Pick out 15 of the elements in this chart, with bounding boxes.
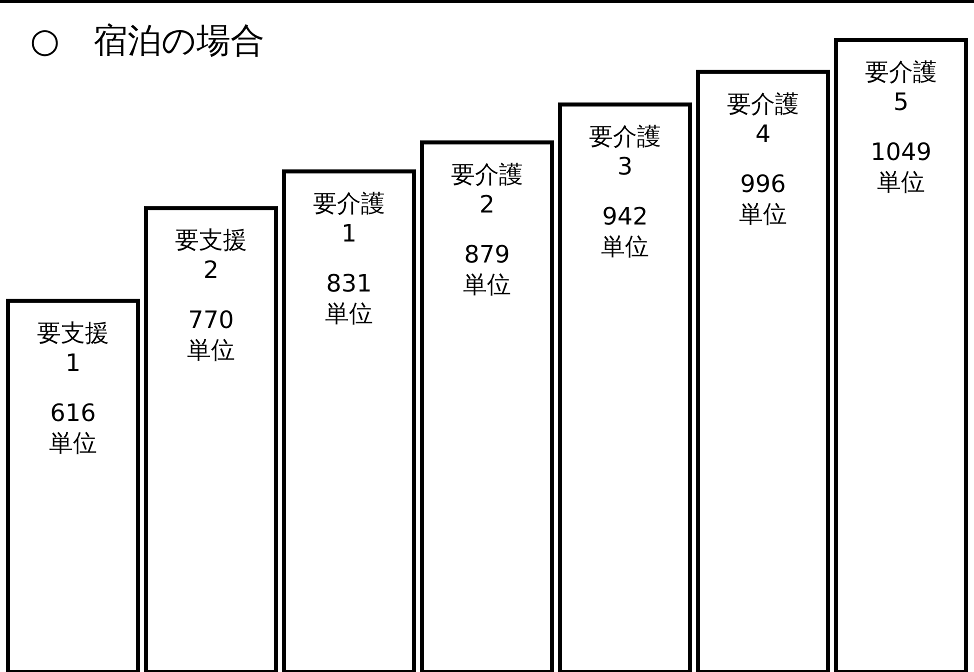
data-label: 942 単位	[601, 202, 649, 260]
chart-title: ○ 宿泊の場合	[30, 20, 265, 63]
x-tick-label: 要介護 5	[865, 58, 937, 116]
x-tick-label: 要介護 3	[589, 122, 661, 180]
x-tick-label: 要支援 1	[37, 318, 109, 377]
x-tick-label: 要介護 4	[727, 90, 799, 148]
data-label: 1049 単位	[870, 138, 932, 196]
data-label: 879 単位	[463, 240, 511, 298]
data-label: 996 単位	[739, 170, 787, 228]
data-label: 616 単位	[49, 398, 97, 457]
x-tick-label: 要支援 2	[175, 226, 247, 284]
data-label: 770 単位	[187, 306, 235, 364]
data-label: 831 単位	[325, 269, 373, 328]
x-tick-label: 要介護 2	[451, 160, 523, 218]
x-tick-label: 要介護 1	[313, 189, 385, 248]
